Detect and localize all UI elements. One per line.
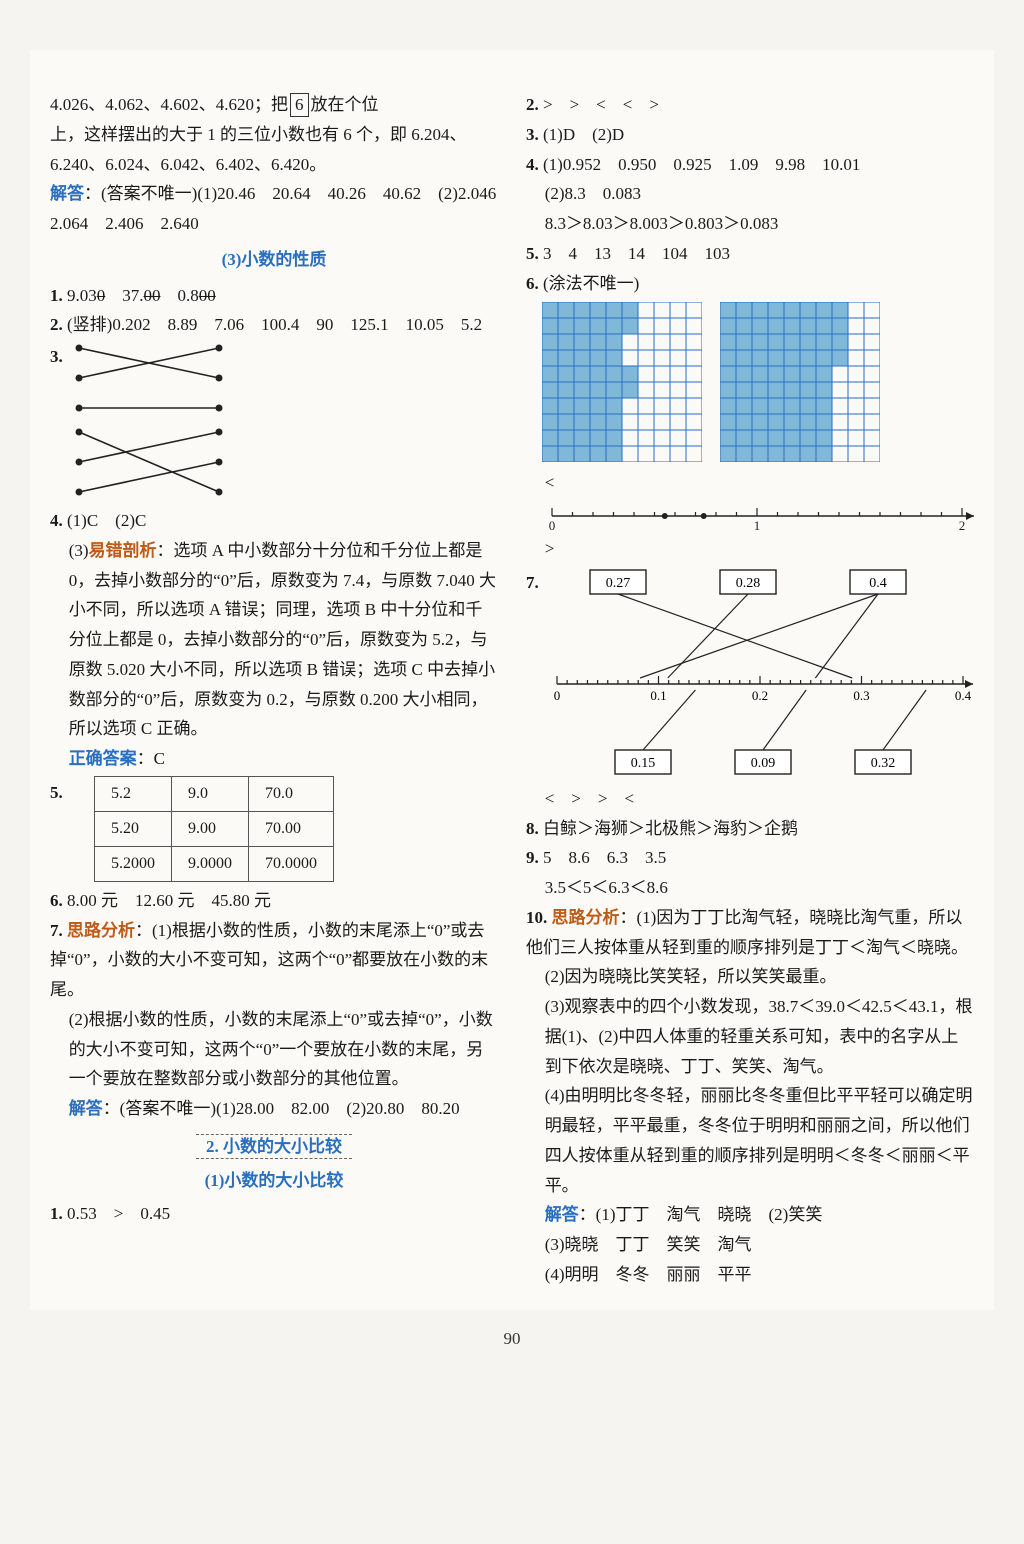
answer-line: 解答：(1)丁丁 淘气 晓晓 (2)笑笑 — [526, 1200, 974, 1230]
svg-text:0.2: 0.2 — [752, 688, 768, 703]
struck-zero: 00 — [144, 286, 161, 305]
svg-text:0.4: 0.4 — [955, 688, 972, 703]
text: 白鲸＞海狮＞北极熊＞海豹＞企鹅 — [543, 819, 798, 838]
para: (2)根据小数的性质，小数的末尾添上“0”或去掉“0”，小数的大小不变可知，这两… — [50, 1005, 498, 1094]
greater-than-sign: > — [526, 534, 974, 564]
svg-text:0.27: 0.27 — [606, 576, 631, 591]
text: (竖排)0.202 8.89 7.06 100.4 90 125.1 10.05… — [67, 315, 482, 334]
svg-text:0.4: 0.4 — [869, 576, 887, 591]
para: (3)观察表中的四个小数发现，38.7＜39.0＜42.5＜43.1，根据(1)… — [526, 992, 974, 1081]
text: (涂法不唯一) — [543, 274, 639, 293]
num: 37. — [122, 286, 143, 305]
text: (1)0.952 0.950 0.925 1.09 9.98 10.01 — [543, 155, 860, 174]
svg-text:0.32: 0.32 — [871, 756, 896, 771]
answer-line: 解答：(答案不唯一)(1)28.00 82.00 (2)20.80 80.20 — [50, 1094, 498, 1124]
item-10: 10. 思路分析：(1)因为丁丁比淘气轻，晓晓比淘气重，所以他们三人按体重从轻到… — [526, 903, 974, 963]
svg-text:0: 0 — [554, 688, 561, 703]
number-line: 0 1 2 — [542, 498, 982, 534]
text: 0.53 > 0.45 — [67, 1204, 170, 1223]
svg-text:0.3: 0.3 — [853, 688, 869, 703]
less-than-sign: < — [526, 468, 974, 498]
para: (2)因为晓晓比笑笑轻，所以笑笑最重。 — [526, 962, 974, 992]
answer-label: 解答 — [69, 1099, 103, 1118]
item-5: 5. 5.29.070.05.209.0070.005.20009.000070… — [50, 774, 498, 886]
item-4: 4. (1)0.952 0.950 0.925 1.09 9.98 10.01 — [526, 150, 974, 180]
page: 4.026、4.062、4.602、4.620；把6放在个位 上，这样摆出的大于… — [30, 50, 994, 1310]
struck-zero: 00 — [199, 286, 216, 305]
svg-text:0.1: 0.1 — [650, 688, 666, 703]
text: 3 4 13 14 104 103 — [543, 244, 730, 263]
struck-zero: 0 — [97, 286, 106, 305]
para: 4.026、4.062、4.602、4.620；把6放在个位 — [50, 90, 498, 120]
section-title: 2. 小数的大小比较 — [50, 1132, 498, 1162]
svg-text:0.09: 0.09 — [751, 756, 776, 771]
item-3: 3. (1)D (2)D — [526, 120, 974, 150]
para: (3)易错剖析：选项 A 中小数部分十分位和千分位上都是 0，去掉小数部分的“0… — [50, 536, 498, 744]
subsection-title: (1)小数的大小比较 — [50, 1166, 498, 1196]
mapping-diagram: 0.27 0.28 0.4 0 0.1 0.2 0.3 0.4 0.15 0.09 0.32 — [543, 564, 974, 784]
comparison-signs: < > > < — [526, 784, 974, 814]
boxed-digit: 6 — [290, 93, 309, 117]
svg-text:2: 2 — [959, 518, 966, 533]
error-analysis-label: 易错剖析 — [89, 541, 157, 560]
correct-answer-label: 正确答案 — [69, 749, 137, 768]
item-7: 7. 0.270.280.400.10.20.30.40.150.090.32 — [526, 564, 974, 784]
item-6: 6. (涂法不唯一) — [526, 269, 974, 299]
svg-text:0.28: 0.28 — [736, 576, 761, 591]
text: (1)C (2)C — [67, 511, 146, 530]
item-3: 3. — [50, 340, 498, 506]
matching-diagram — [69, 340, 229, 506]
text: > > < < > — [543, 95, 659, 114]
answer-line: 解答：(答案不唯一)(1)20.46 20.64 40.26 40.62 (2)… — [50, 179, 498, 239]
item-8: 8. 白鲸＞海狮＞北极熊＞海豹＞企鹅 — [526, 814, 974, 844]
text: 8.00 元 12.60 元 45.80 元 — [67, 891, 271, 910]
para: (2)8.3 0.083 — [526, 179, 974, 209]
page-number: 90 — [30, 1324, 994, 1354]
text: (1)D (2)D — [543, 125, 624, 144]
para: (4)由明明比冬冬轻，丽丽比冬冬重但比平平轻可以确定明明最轻，平平最重，冬冬位于… — [526, 1081, 974, 1200]
grid-right — [720, 302, 880, 462]
text: ：(1)丁丁 淘气 晓晓 (2)笑笑 — [579, 1205, 823, 1224]
section-title: (3)小数的性质 — [50, 245, 498, 275]
para: 3.5＜5＜6.3＜8.6 — [526, 873, 974, 903]
svg-text:0.15: 0.15 — [631, 756, 656, 771]
svg-text:0: 0 — [549, 518, 556, 533]
thinking-label: 思路分析 — [552, 908, 620, 927]
para: 上，这样摆出的大于 1 的三位小数也有 6 个，即 6.204、6.240、6.… — [50, 120, 498, 180]
answer-label: 解答 — [50, 184, 84, 203]
answer-label: 解答 — [545, 1205, 579, 1224]
text: 5 8.6 6.3 3.5 — [543, 848, 666, 867]
thinking-label: 思路分析 — [67, 921, 135, 940]
left-column: 4.026、4.062、4.602、4.620；把6放在个位 上，这样摆出的大于… — [50, 90, 498, 1290]
right-column: 2. > > < < > 3. (1)D (2)D 4. (1)0.952 0.… — [526, 90, 974, 1290]
item-4: 4. (1)C (2)C — [50, 506, 498, 536]
text: 4.026、4.062、4.602、4.620；把 — [50, 95, 288, 114]
text: ：选项 A 中小数部分十分位和千分位上都是 0，去掉小数部分的“0”后，原数变为… — [69, 541, 496, 739]
text: ：C — [137, 749, 165, 768]
num: 0.8 — [178, 286, 199, 305]
item-1: 1. 9.030 37.00 0.800 — [50, 281, 498, 311]
text: ：(答案不唯一)(1)20.46 20.64 40.26 40.62 (2)2.… — [50, 184, 513, 233]
text: ：(答案不唯一)(1)28.00 82.00 (2)20.80 80.20 — [103, 1099, 460, 1118]
item-b1: 1. 0.53 > 0.45 — [50, 1199, 498, 1229]
para: (4)明明 冬冬 丽丽 平平 — [526, 1260, 974, 1290]
svg-text:1: 1 — [754, 518, 761, 533]
item-7: 7. 思路分析：(1)根据小数的性质，小数的末尾添上“0”或去掉“0”，小数的大… — [50, 916, 498, 1005]
item-6: 6. 8.00 元 12.60 元 45.80 元 — [50, 886, 498, 916]
para: 8.3＞8.03＞8.003＞0.803＞0.083 — [526, 209, 974, 239]
num: 9.03 — [67, 286, 97, 305]
item-9: 9. 5 8.6 6.3 3.5 — [526, 843, 974, 873]
para: 正确答案：C — [50, 744, 498, 774]
para: (3)晓晓 丁丁 笑笑 淘气 — [526, 1230, 974, 1260]
grid-left — [542, 302, 702, 462]
text: 2. 小数的大小比较 — [196, 1134, 352, 1159]
item-2: 2. > > < < > — [526, 90, 974, 120]
shading-grids — [542, 302, 974, 462]
text: 放在个位 — [311, 95, 379, 114]
item-2: 2. (竖排)0.202 8.89 7.06 100.4 90 125.1 10… — [50, 310, 498, 340]
item-5: 5. 3 4 13 14 104 103 — [526, 239, 974, 269]
table-5: 5.29.070.05.209.0070.005.20009.000070.00… — [94, 776, 334, 882]
